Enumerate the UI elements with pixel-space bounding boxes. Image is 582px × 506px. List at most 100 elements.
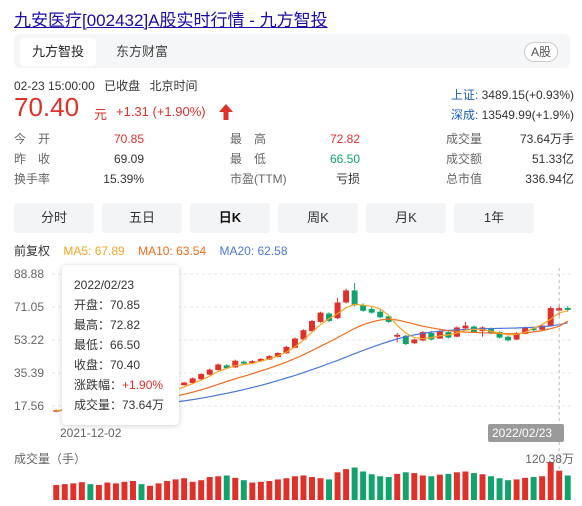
- candle-body: [326, 313, 333, 321]
- period-1year[interactable]: 1年: [454, 203, 534, 233]
- candle-body: [309, 320, 315, 332]
- volume-bar: [291, 476, 298, 500]
- period-daily-k[interactable]: 日K: [190, 203, 270, 233]
- stat-volume: 成交量 73.64万手: [446, 132, 574, 146]
- ma5-value: MA5: 67.89: [63, 244, 125, 258]
- volume-bar: [240, 480, 247, 500]
- x-end-badge: [488, 424, 564, 442]
- volume-bar: [198, 480, 205, 500]
- candle-body: [300, 330, 307, 340]
- candle-body: [419, 332, 426, 341]
- market-badge: A股: [523, 42, 558, 62]
- index-name: 深成:: [450, 108, 479, 122]
- candle-body: [428, 333, 435, 340]
- y-tick-label: 88.88: [14, 267, 44, 281]
- y-tick-label: 71.05: [14, 300, 44, 314]
- ma10-value: MA10: 63.54: [138, 244, 207, 258]
- quote-time: 02-23 15:00:00: [14, 79, 95, 93]
- volume-bar: [300, 475, 307, 500]
- volume-bar: [223, 475, 230, 500]
- volume-bar: [309, 477, 315, 500]
- candle-body: [436, 331, 443, 339]
- volume-bar: [189, 481, 196, 500]
- volume-bar: [206, 477, 213, 500]
- period-intraday[interactable]: 分时: [14, 203, 94, 233]
- volume-bar: [164, 481, 171, 500]
- market-status: 已收盘: [104, 79, 141, 93]
- volume-max: 120.38万: [525, 452, 574, 466]
- period-monthly-k[interactable]: 月K: [366, 203, 446, 233]
- candle-body: [539, 325, 546, 330]
- volume-bar: [360, 471, 367, 500]
- volume-bar: [274, 479, 281, 500]
- volume-bar: [411, 473, 418, 500]
- volume-bar: [488, 476, 494, 500]
- volume-bar: [343, 469, 350, 500]
- stat-low: 最 低 66.50: [230, 152, 360, 166]
- period-5day[interactable]: 五日: [102, 203, 182, 233]
- volume-bar: [564, 475, 571, 500]
- volume-bar: [266, 481, 273, 500]
- candle-body: [266, 356, 273, 360]
- candle-body: [257, 358, 264, 362]
- y-tick-label: 35.39: [14, 366, 44, 380]
- candle-body: [291, 338, 298, 348]
- tab-jiufang[interactable]: 九方智投: [20, 38, 97, 66]
- candle-body: [198, 374, 205, 380]
- volume-bar: [539, 476, 546, 500]
- candle-tooltip: 2022/02/23 开盘：70.85 最高：72.82 最低：66.50 收盘…: [62, 265, 179, 425]
- candle-body: [513, 333, 520, 340]
- candle-body: [249, 361, 256, 363]
- candle-body: [223, 365, 230, 369]
- index-shenzhen[interactable]: 深成: 13549.99(+1.9%): [451, 106, 574, 123]
- period-tabs: 分时 五日 日K 周K 月K 1年: [14, 203, 570, 233]
- tooltip-open: 开盘：70.85: [74, 298, 141, 312]
- volume-bar: [470, 473, 477, 500]
- tab-eastmoney[interactable]: 东方财富: [116, 44, 169, 59]
- volume-bar: [181, 478, 188, 500]
- candle-body: [462, 325, 469, 329]
- stat-market-cap: 总市值 336.94亿: [446, 172, 574, 186]
- timezone-label: 北京时间: [149, 79, 198, 93]
- volume-bar: [87, 484, 94, 500]
- period-weekly-k[interactable]: 周K: [278, 203, 358, 233]
- adjust-label[interactable]: 前复权: [14, 244, 51, 258]
- candle-body: [564, 308, 571, 310]
- volume-bar: [496, 478, 503, 500]
- y-tick-label: 53.22: [14, 333, 44, 347]
- volume-bar: [53, 484, 60, 500]
- stat-high: 最 高 72.82: [230, 132, 360, 146]
- up-arrow-icon: [219, 104, 233, 120]
- volume-bar: [394, 473, 401, 500]
- candle-body: [334, 302, 341, 319]
- volume-bar: [377, 476, 384, 500]
- x-end-label: 2022/02/23: [492, 426, 552, 440]
- candle-body: [411, 339, 418, 344]
- candle-body: [368, 308, 375, 313]
- volume-bar: [317, 478, 324, 500]
- candle-body: [240, 361, 247, 364]
- volume-bar: [334, 472, 341, 500]
- candle-body: [351, 290, 358, 306]
- index-shanghai[interactable]: 上证: 3489.15(+0.93%): [451, 86, 574, 103]
- tooltip-date: 2022/02/23: [74, 278, 135, 292]
- volume-bar: [530, 477, 537, 500]
- candle-body: [402, 335, 409, 345]
- candle-body: [232, 360, 239, 368]
- volume-bar: [479, 474, 486, 500]
- volume-bar: [513, 479, 520, 500]
- page-title[interactable]: 九安医疗[002432]A股实时行情 - 九方智投: [14, 11, 328, 30]
- candle-body: [181, 382, 188, 386]
- volume-bar: [428, 476, 435, 500]
- volume-bar: [462, 471, 469, 500]
- index-value: 13549.99(+1.9%): [481, 108, 574, 122]
- candle-body: [343, 290, 350, 303]
- stat-pe: 市盈(TTM) 亏损: [230, 172, 360, 186]
- y-tick-label: 17.56: [14, 399, 44, 413]
- tooltip-low: 最低：66.50: [74, 338, 141, 352]
- volume-bar: [385, 477, 392, 500]
- candle-body: [505, 336, 512, 341]
- tooltip-volume: 成交量：73.64万: [74, 398, 165, 412]
- candle-body: [317, 312, 324, 322]
- volume-bar: [95, 484, 102, 500]
